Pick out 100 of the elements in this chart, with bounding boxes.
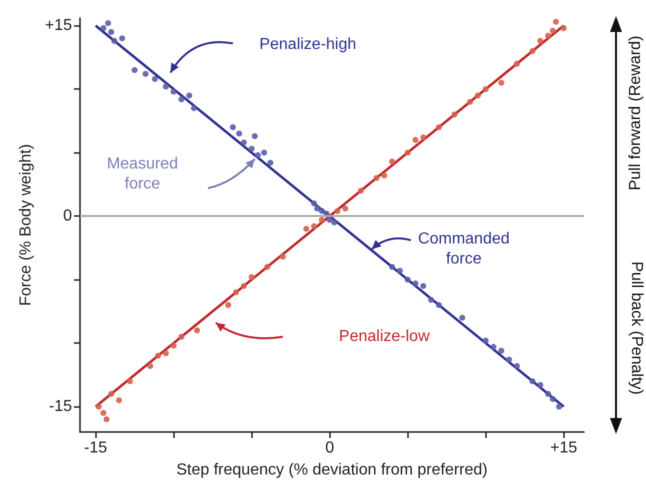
text: Penalize-low [338,328,430,345]
point [459,314,466,321]
point [254,152,261,158]
text: Penalize-high [259,36,356,53]
point [261,150,268,156]
point [100,25,106,32]
point [105,20,112,26]
point [436,302,442,308]
point [404,150,411,156]
point [147,362,154,369]
point [334,208,340,214]
point [108,390,114,397]
point [436,124,442,130]
point [170,88,177,95]
point [482,86,489,92]
point [186,92,192,98]
x-tick-label: -15 [84,440,108,456]
point [474,92,481,98]
point [537,382,544,388]
point [303,226,310,232]
point [514,362,520,369]
x-tick-label: 0 [325,440,334,456]
point [550,396,556,402]
point [116,397,122,404]
point [240,282,247,289]
point [318,208,325,214]
point [396,268,403,274]
point [264,264,270,270]
point [545,390,552,397]
point [155,352,162,359]
point [248,146,255,152]
point [311,223,318,230]
point [545,32,552,39]
point [111,38,118,44]
point [162,84,169,90]
point [514,60,520,67]
point [225,302,232,308]
x-tick-label: +15 [550,440,578,456]
point [412,280,418,286]
point [126,378,133,384]
point [530,48,536,54]
point [550,28,556,34]
point [326,216,333,223]
point [420,282,426,289]
point [389,264,396,270]
y-tick-label: -15 [48,398,72,416]
point [240,139,247,146]
point [420,134,426,140]
point [252,133,258,140]
annotation: Commanded force [418,230,510,268]
point [560,25,567,32]
point [178,96,184,102]
point [233,289,240,296]
point [280,254,286,260]
point [358,188,364,194]
point [100,410,106,416]
point [108,28,114,35]
point [267,160,274,166]
text: Pull back (Penalty) [628,261,645,395]
point [104,416,110,422]
point [490,344,496,350]
point [389,158,396,164]
y-tick-label: 0 [63,208,72,225]
point [381,172,388,178]
point [132,67,138,74]
point [230,124,236,130]
point [170,342,177,349]
point [318,216,325,223]
point [537,38,544,44]
point [152,76,158,82]
point [556,404,562,410]
point [530,378,536,384]
point [428,296,434,303]
point [311,200,318,206]
point [248,274,255,280]
y-axis-title: Force (% Body weight) [17,144,34,306]
point [194,327,200,334]
point [498,80,504,86]
point [467,98,474,105]
point [178,334,184,340]
point [404,276,411,283]
point [96,404,102,410]
text: Pull forward (Reward) [627,36,644,190]
point [552,18,559,25]
point [451,112,458,118]
point [142,70,149,77]
point [162,350,169,356]
point [412,136,418,143]
x-axis-title: Step frequency (% deviation from preferred) [176,462,488,478]
point [331,219,338,226]
point [119,35,126,42]
y-tick-label: +15 [44,17,72,34]
point [236,130,242,137]
point [498,348,504,354]
point [506,356,512,363]
point [314,205,320,212]
point [482,338,489,344]
annotation: Measured force [106,155,178,192]
point [342,205,348,212]
point [190,105,197,112]
